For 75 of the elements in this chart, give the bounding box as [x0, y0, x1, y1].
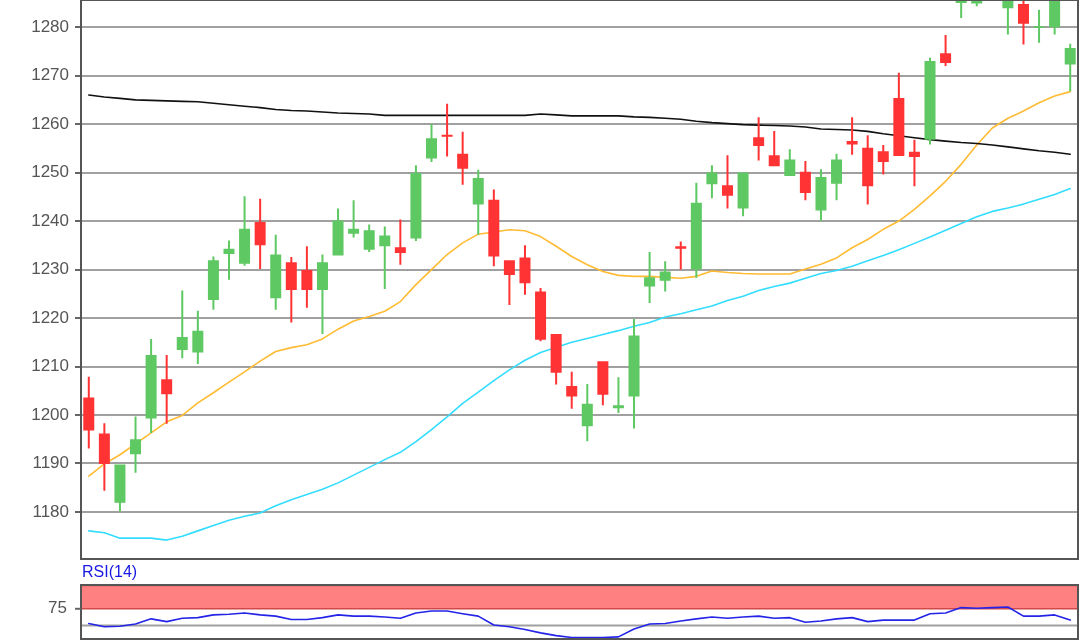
candlestick — [612, 377, 624, 414]
candlestick — [628, 319, 640, 429]
candlestick — [1002, 0, 1014, 35]
y-tick-label: 1260 — [31, 113, 69, 133]
candlestick — [394, 219, 406, 265]
candlestick — [955, 0, 967, 18]
candlestick — [940, 34, 952, 66]
candlestick — [176, 290, 188, 359]
candlestick — [706, 165, 718, 199]
candlestick — [519, 245, 531, 295]
candlestick — [488, 189, 500, 267]
candlestick — [207, 256, 219, 310]
candlestick — [161, 354, 173, 424]
candlestick — [815, 169, 827, 222]
candlestick — [908, 139, 920, 187]
candlestick — [114, 464, 126, 512]
candlestick — [441, 103, 453, 157]
y-tick-label: 1240 — [31, 210, 69, 230]
candlestick — [784, 149, 796, 176]
y-tick-label: 1230 — [31, 259, 69, 279]
candlestick — [597, 361, 609, 406]
candlestick — [1049, 0, 1061, 35]
y-tick-label: 1270 — [31, 65, 69, 85]
candlestick — [877, 144, 889, 175]
candlestick — [862, 135, 874, 205]
candlestick — [426, 124, 438, 162]
candlestick — [753, 117, 765, 161]
candlestick — [644, 252, 656, 304]
candlestick — [690, 182, 702, 278]
candlestick — [1033, 9, 1045, 43]
candlestick — [566, 371, 578, 409]
y-tick-label: 1200 — [31, 404, 69, 424]
text: 75 — [48, 598, 67, 618]
candlestick — [301, 246, 313, 308]
candlestick — [799, 160, 811, 201]
candlestick — [130, 416, 142, 473]
candlestick — [1017, 0, 1029, 45]
candlestick — [223, 240, 235, 280]
candlestick — [675, 241, 687, 270]
candlestick — [721, 155, 733, 209]
candlestick — [316, 254, 328, 335]
candlestick — [457, 131, 469, 185]
candlestick — [348, 200, 360, 238]
candlestick — [846, 117, 858, 155]
candlestick — [192, 310, 204, 365]
candlestick — [924, 57, 936, 145]
candlestick — [737, 172, 749, 217]
candlestick — [270, 234, 282, 310]
candlestick — [1064, 43, 1076, 92]
candlestick — [239, 196, 251, 266]
candlestick — [550, 334, 562, 385]
candlestick — [98, 423, 110, 491]
candlestick — [145, 338, 157, 433]
candlestick — [379, 226, 391, 289]
candlestick — [254, 198, 266, 270]
y-tick-label: 1250 — [31, 162, 69, 182]
chart-title: RSI(14) — [82, 563, 138, 581]
candlestick — [768, 130, 780, 167]
candlestick — [581, 383, 593, 442]
candlestick — [83, 376, 95, 449]
candlestick — [831, 153, 843, 201]
y-tick-label: 1210 — [31, 356, 69, 376]
candlestick — [893, 72, 905, 157]
candlestick — [659, 261, 671, 292]
candlestick — [472, 169, 484, 235]
candlestick — [503, 260, 515, 305]
candlestick — [332, 208, 344, 256]
candlestick — [285, 256, 297, 323]
y-tick-label: 1280 — [31, 16, 69, 36]
candlestick — [535, 287, 547, 342]
candlestick — [363, 224, 375, 253]
y-tick-label: 1220 — [31, 307, 69, 327]
y-tick-label: 1190 — [32, 453, 69, 473]
candlestick — [410, 165, 422, 241]
y-tick-label: 1180 — [32, 501, 69, 521]
